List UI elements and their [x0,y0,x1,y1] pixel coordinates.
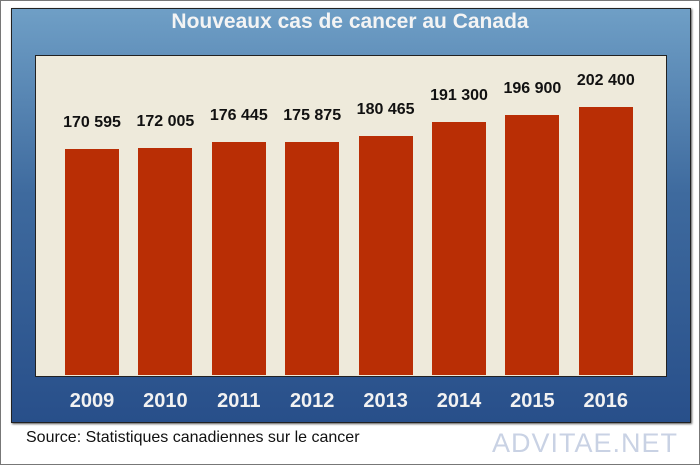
value-label-2009: 170 595 [63,114,121,132]
source-note: Source: Statistiques canadiennes sur le … [26,429,360,446]
watermark: ADVITAE.NET [491,428,678,458]
value-label-2015: 196 900 [503,79,562,97]
x-tick-2014: 2014 [436,390,482,412]
x-tick-2011: 2011 [217,390,261,412]
value-label-2012: 175 875 [283,107,342,125]
bar-2013 [358,136,413,375]
bar-2015 [505,114,560,375]
x-tick-2015: 2015 [510,390,555,412]
bar-2016 [578,107,633,375]
bar-2010 [138,147,193,375]
x-tick-2009: 2009 [69,390,115,412]
bar-2012 [285,142,340,375]
chart-title: Nouveaux cas de cancer au Canada [171,10,529,33]
x-tick-2016: 2016 [583,390,629,412]
x-tick-2012: 2012 [289,390,335,412]
value-label-2014: 191 300 [430,87,488,105]
bar-2011 [211,141,266,375]
x-tick-2010: 2010 [143,390,188,412]
x-tick-2013: 2013 [363,390,408,412]
bar-2014 [432,122,486,375]
value-label-2011: 176 445 [209,106,268,124]
value-label-2016: 202 400 [576,72,635,90]
value-label-2010: 172 005 [136,112,195,130]
bar-2009 [65,149,119,375]
value-label-2013: 180 465 [356,101,415,119]
